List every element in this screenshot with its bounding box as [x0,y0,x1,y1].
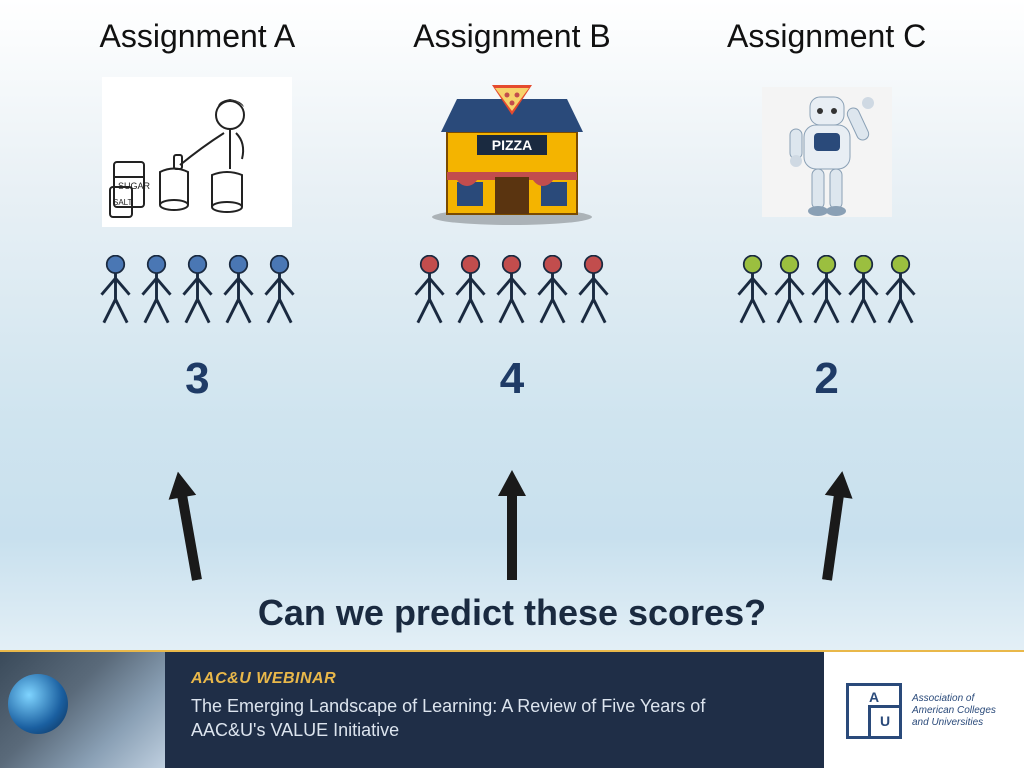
person-icon [735,255,770,330]
columns-row: Assignment A SUGAR SALT [0,18,1024,404]
person-icon [98,255,133,330]
person-icon [809,255,844,330]
person-icon [262,255,297,330]
svg-text:SALT: SALT [113,198,133,207]
column-a-title: Assignment A [100,18,296,55]
footer-kicker: AAC&U WEBINAR [191,670,798,688]
person-icon [412,255,447,330]
person-icon [453,255,488,330]
column-c-title: Assignment C [727,18,926,55]
robot-illustration [732,77,922,227]
score-a: 3 [185,354,209,404]
person-icon [772,255,807,330]
arrows-row [0,470,1024,580]
score-b: 4 [500,354,524,404]
question-text: Can we predict these scores? [0,592,1024,634]
people-row-c [735,255,918,330]
column-b-title: Assignment B [413,18,610,55]
slide: Assignment A SUGAR SALT [0,0,1024,768]
person-icon [883,255,918,330]
logo-text: Association of American Colleges and Uni… [912,693,1002,729]
footer-bar: AAC&U WEBINAR The Emerging Landscape of … [0,650,1024,768]
person-icon [494,255,529,330]
logo-mark: AAC [846,683,902,739]
arrow-c [677,470,977,580]
people-row-a [98,255,297,330]
footer-logo: AAC Association of American Colleges and… [824,652,1024,768]
person-icon [221,255,256,330]
svg-text:PIZZA: PIZZA [492,137,532,153]
person-icon [846,255,881,330]
column-b: Assignment B [362,18,662,404]
science-illustration: SUGAR SALT [102,77,292,227]
footer-title: The Emerging Landscape of Learning: A Re… [191,694,711,743]
footer-photo [0,652,165,768]
person-icon [535,255,570,330]
pizza-shop-illustration: PIZZA [417,77,607,227]
score-c: 2 [814,354,838,404]
column-a: Assignment A SUGAR SALT [47,18,347,404]
arrow-b [362,470,662,580]
footer-text-block: AAC&U WEBINAR The Emerging Landscape of … [165,652,824,768]
column-c: Assignment C [677,18,977,404]
people-row-b [412,255,611,330]
arrow-a [47,470,347,580]
person-icon [139,255,174,330]
person-icon [180,255,215,330]
person-icon [576,255,611,330]
